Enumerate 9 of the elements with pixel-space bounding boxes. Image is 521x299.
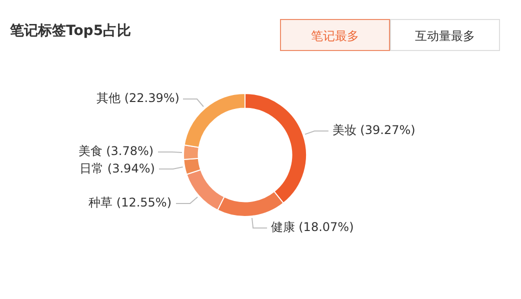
slice-label: 种草 (12.55%) xyxy=(88,195,172,210)
slice-label: 其他 (22.39%) xyxy=(96,91,180,106)
slice-label: 日常 (3.94%) xyxy=(80,162,155,176)
text: 互动量最多 xyxy=(390,19,500,51)
slice-label: 美妆 (39.27%) xyxy=(332,122,416,137)
slice-label: 健康 (18.07%) xyxy=(270,220,354,234)
chart-title: 笔记标签Top5占比 xyxy=(10,22,132,40)
text: 笔记最多 xyxy=(280,19,390,51)
slice-label: 美食 (3.78%) xyxy=(78,144,154,158)
